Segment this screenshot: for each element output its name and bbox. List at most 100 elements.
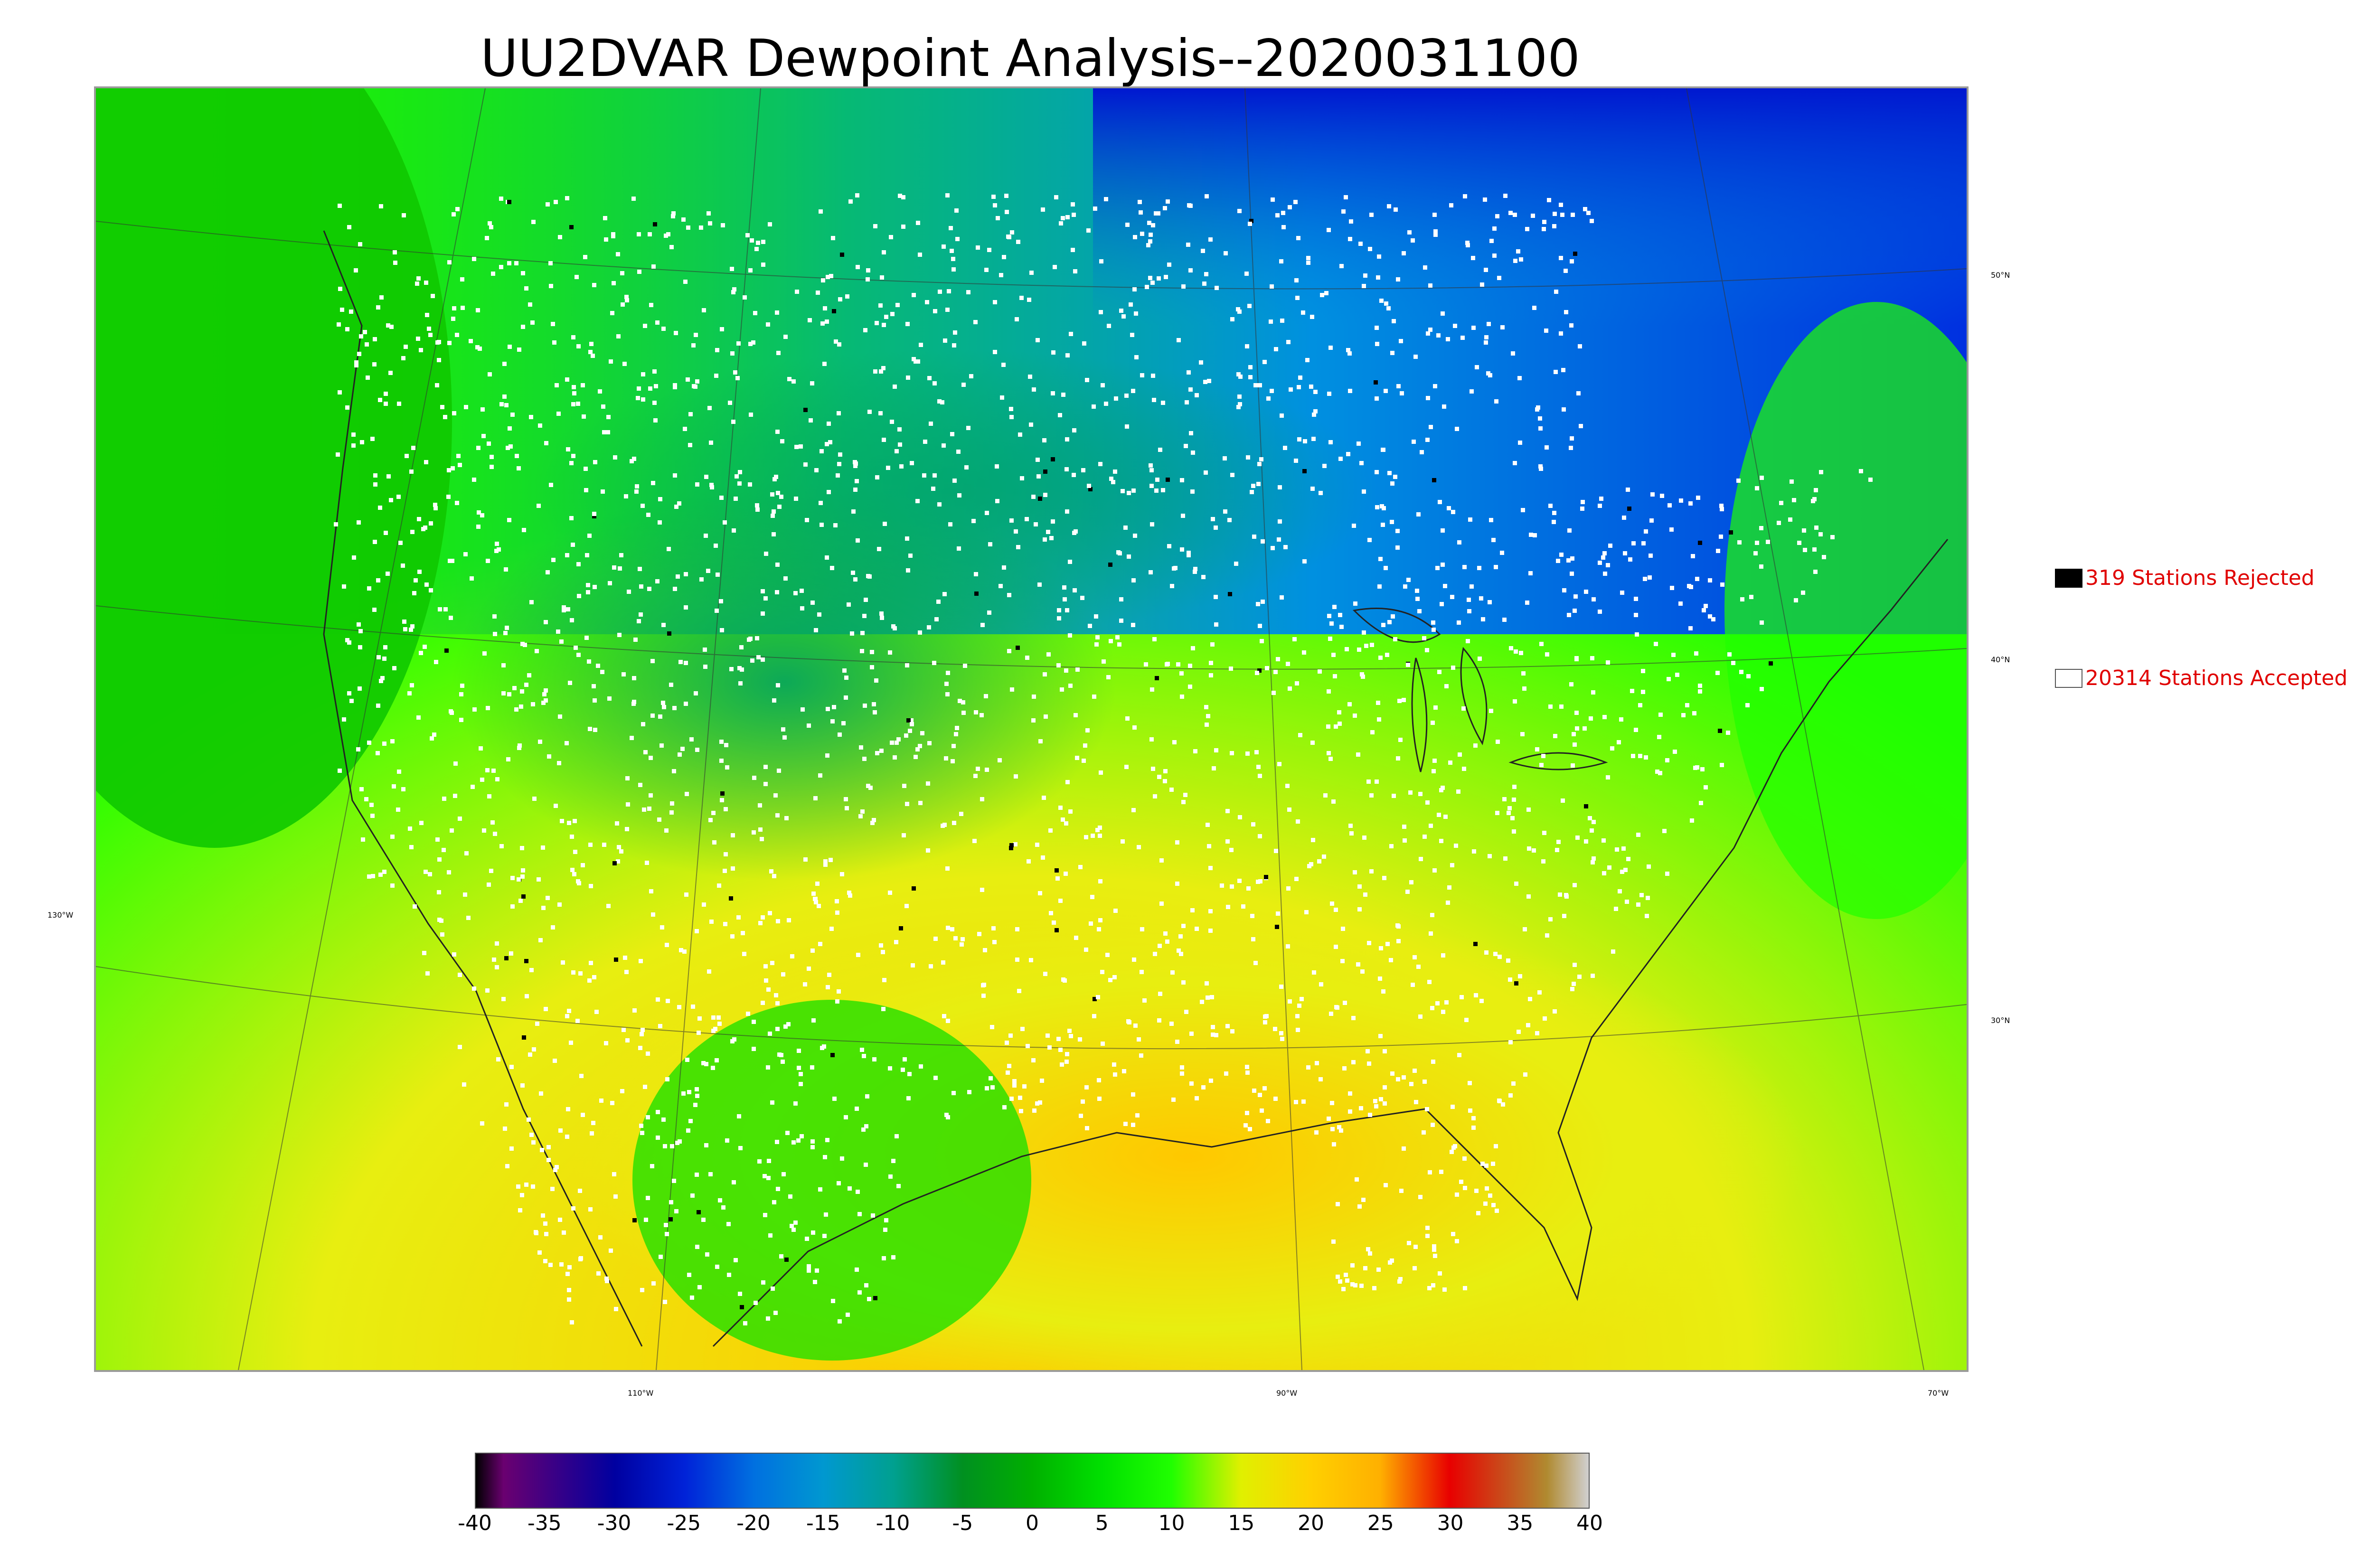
accepted-station-marker — [1367, 538, 1372, 542]
accepted-station-marker — [981, 994, 986, 998]
accepted-station-marker — [945, 692, 950, 696]
accepted-station-marker — [1442, 1287, 1447, 1292]
accepted-station-marker — [835, 911, 839, 915]
accepted-station-marker — [382, 657, 386, 661]
accepted-station-marker — [521, 868, 525, 873]
accepted-station-marker — [1669, 527, 1674, 532]
accepted-station-marker — [1395, 529, 1400, 533]
accepted-station-marker — [1512, 829, 1516, 834]
accepted-station-marker — [1296, 1028, 1300, 1032]
accepted-station-marker — [1346, 452, 1350, 456]
accepted-station-marker — [704, 1143, 708, 1147]
accepted-station-marker — [1190, 489, 1195, 494]
accepted-station-marker — [573, 819, 577, 823]
accepted-station-marker — [1274, 849, 1278, 853]
accepted-station-marker — [603, 216, 607, 220]
accepted-station-marker — [1202, 282, 1206, 286]
accepted-station-marker — [1256, 765, 1261, 769]
accepted-station-marker — [376, 305, 380, 310]
accepted-station-marker — [435, 383, 439, 387]
rejected-station-marker — [906, 718, 911, 723]
accepted-station-marker — [1123, 1122, 1128, 1126]
accepted-station-marker — [858, 814, 863, 818]
accepted-station-marker — [1454, 844, 1458, 848]
accepted-station-marker — [359, 787, 364, 791]
accepted-station-marker — [1814, 488, 1818, 492]
accepted-station-marker — [356, 747, 360, 751]
accepted-station-marker — [596, 1271, 601, 1276]
accepted-station-marker — [1494, 565, 1498, 569]
accepted-station-marker — [916, 359, 920, 364]
accepted-station-marker — [1181, 514, 1185, 518]
accepted-station-marker — [1065, 509, 1069, 514]
accepted-station-marker — [642, 807, 646, 812]
accepted-station-marker — [377, 655, 381, 659]
accepted-station-marker — [1180, 1065, 1184, 1070]
accepted-station-marker — [814, 468, 819, 472]
accepted-station-marker — [1051, 391, 1055, 395]
accepted-station-marker — [756, 655, 761, 659]
accepted-station-marker — [1061, 977, 1065, 982]
accepted-station-marker — [543, 1221, 547, 1226]
accepted-station-marker — [357, 352, 361, 356]
accepted-station-marker — [1044, 714, 1048, 719]
accepted-station-marker — [781, 727, 785, 732]
accepted-station-marker — [643, 750, 648, 754]
accepted-station-marker — [1502, 618, 1507, 622]
accepted-station-marker — [1207, 844, 1211, 848]
accepted-station-marker — [866, 277, 870, 282]
accepted-station-marker — [514, 261, 518, 265]
accepted-station-marker — [730, 1039, 735, 1043]
accepted-station-marker — [697, 1031, 701, 1035]
accepted-station-marker — [825, 555, 829, 560]
accepted-station-marker — [905, 663, 909, 667]
accepted-station-marker — [503, 1127, 507, 1131]
accepted-station-marker — [661, 701, 665, 705]
accepted-station-marker — [840, 1156, 844, 1161]
accepted-station-marker — [810, 1139, 815, 1144]
accepted-station-marker — [941, 960, 945, 965]
accepted-station-marker — [1312, 970, 1316, 975]
accepted-station-marker — [1647, 864, 1651, 869]
accepted-station-marker — [1641, 669, 1645, 673]
accepted-station-marker — [1418, 792, 1423, 796]
accepted-station-marker — [1016, 240, 1020, 244]
accepted-station-marker — [480, 778, 484, 782]
accepted-station-marker — [1518, 441, 1522, 445]
accepted-station-marker — [991, 926, 996, 930]
accepted-station-marker — [1564, 310, 1568, 314]
accepted-station-marker — [1423, 265, 1427, 270]
accepted-station-marker — [1422, 636, 1426, 640]
accepted-station-marker — [1061, 216, 1065, 220]
accepted-station-marker — [663, 1144, 667, 1148]
accepted-station-marker — [1500, 325, 1505, 329]
accepted-station-marker — [1602, 551, 1607, 555]
accepted-station-marker — [1484, 335, 1488, 339]
accepted-station-marker — [372, 362, 377, 366]
accepted-station-marker — [1438, 1271, 1442, 1276]
accepted-station-marker — [1606, 775, 1610, 779]
accepted-station-marker — [761, 240, 765, 244]
rejected-station-marker — [740, 1305, 744, 1309]
accepted-station-marker — [866, 784, 870, 788]
accepted-station-marker — [1206, 714, 1210, 718]
accepted-station-marker — [1590, 828, 1594, 833]
accepted-station-marker — [569, 516, 574, 520]
accepted-station-marker — [1211, 517, 1215, 521]
accepted-station-marker — [565, 1014, 569, 1018]
accepted-station-marker — [1363, 892, 1367, 897]
accepted-station-marker — [878, 411, 883, 415]
accepted-station-marker — [1078, 865, 1083, 869]
accepted-station-marker — [902, 833, 906, 837]
accepted-station-marker — [596, 664, 600, 668]
accepted-station-marker — [1485, 1186, 1489, 1191]
accepted-station-marker — [1037, 582, 1042, 587]
colorbar-tick-label: -40 — [458, 1511, 492, 1535]
accepted-station-marker — [1273, 670, 1278, 674]
accepted-station-marker — [836, 473, 840, 478]
accepted-station-marker — [662, 705, 666, 709]
accepted-station-marker — [544, 698, 548, 703]
accepted-station-marker — [363, 330, 367, 334]
accepted-station-marker — [1201, 1085, 1206, 1089]
accepted-station-marker — [1432, 759, 1437, 763]
